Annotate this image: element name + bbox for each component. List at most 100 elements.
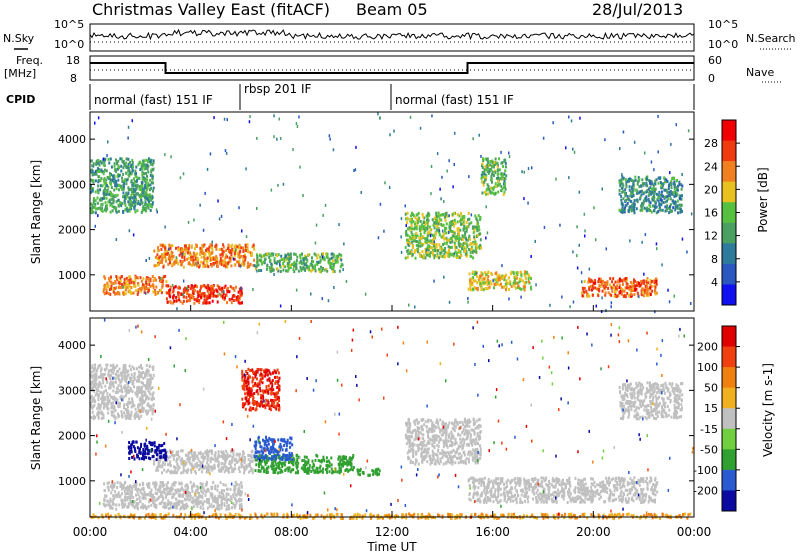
noise-cell — [195, 262, 197, 266]
noise-cell — [578, 190, 581, 194]
data-cell — [176, 471, 178, 475]
noise-cell — [333, 286, 335, 289]
data-cell — [470, 245, 473, 249]
data-cell — [333, 270, 336, 273]
data-cell — [229, 298, 232, 302]
data-cell — [480, 274, 483, 278]
data-cell — [258, 258, 261, 262]
data-cell — [152, 181, 154, 185]
data-cell — [96, 407, 99, 411]
data-cell — [125, 196, 128, 200]
data-cell — [618, 192, 621, 196]
data-cell — [631, 283, 634, 287]
data-cell — [129, 401, 132, 405]
data-cell — [147, 164, 150, 168]
data-cell — [211, 468, 214, 472]
data-cell — [225, 253, 227, 257]
data-cell — [326, 466, 329, 470]
data-cell — [163, 448, 166, 452]
data-cell — [140, 390, 143, 394]
data-cell — [479, 274, 481, 278]
data-cell — [230, 253, 233, 257]
data-cell — [503, 285, 506, 289]
data-cell — [625, 203, 628, 207]
data-cell — [444, 214, 447, 218]
data-cell — [208, 465, 210, 469]
data-cell — [130, 281, 133, 285]
cpid-segment-3: normal (fast) 151 IF — [395, 93, 514, 107]
data-cell — [137, 377, 140, 381]
data-cell — [151, 392, 154, 396]
data-cell — [436, 253, 439, 256]
data-cell — [649, 293, 652, 296]
data-cell — [416, 218, 419, 221]
noise-cell — [523, 197, 525, 201]
data-cell — [118, 282, 121, 286]
data-cell — [632, 189, 635, 192]
data-cell — [612, 286, 615, 290]
data-cell — [183, 290, 186, 294]
data-cell — [262, 438, 264, 442]
data-cell — [262, 447, 265, 451]
data-cell — [291, 263, 294, 266]
data-cell — [633, 284, 636, 288]
data-cell — [267, 465, 270, 469]
data-cell — [143, 455, 146, 459]
data-cell — [632, 187, 635, 191]
data-cell — [502, 164, 504, 168]
data-cell — [136, 391, 139, 395]
data-cell — [111, 205, 114, 209]
noise-cell — [470, 213, 473, 217]
data-cell — [119, 380, 122, 384]
data-cell — [465, 221, 468, 224]
data-cell — [312, 260, 315, 264]
data-cell — [421, 224, 423, 228]
data-cell — [142, 448, 145, 451]
data-cell — [171, 244, 174, 247]
data-cell — [618, 188, 621, 192]
data-cell — [118, 165, 120, 169]
data-cell — [106, 405, 109, 409]
data-cell — [110, 370, 113, 374]
data-cell — [211, 287, 214, 291]
data-cell — [418, 251, 421, 255]
data-cell — [429, 232, 432, 236]
data-cell — [465, 242, 468, 246]
data-cell — [207, 470, 210, 474]
data-cell — [412, 220, 415, 224]
data-cell — [238, 256, 241, 260]
data-cell — [91, 164, 94, 168]
data-cell — [148, 381, 150, 385]
noise-cell — [559, 223, 561, 227]
data-cell — [235, 457, 238, 461]
data-cell — [115, 184, 118, 188]
data-cell — [481, 191, 484, 195]
data-cell — [483, 180, 486, 184]
data-cell — [497, 278, 500, 282]
data-cell — [678, 207, 681, 211]
data-cell — [589, 278, 592, 282]
data-cell — [137, 388, 140, 392]
data-cell — [141, 194, 144, 198]
data-cell — [600, 282, 603, 286]
data-cell — [112, 381, 115, 385]
velocity-data-cells — [90, 318, 694, 520]
data-cell — [257, 263, 260, 267]
data-cell — [231, 243, 234, 247]
data-cell — [298, 455, 300, 459]
data-cell — [626, 283, 629, 286]
data-cell — [100, 410, 103, 414]
data-cell — [229, 259, 232, 263]
data-cell — [665, 208, 668, 212]
noise-cell — [414, 305, 416, 309]
data-cell — [514, 276, 517, 280]
data-cell — [219, 253, 222, 257]
data-cell — [460, 237, 463, 241]
data-cell — [101, 401, 103, 405]
noise-cell — [429, 234, 432, 238]
data-cell — [141, 173, 144, 177]
data-cell — [516, 273, 519, 277]
data-cell — [156, 257, 159, 260]
data-cell — [638, 281, 640, 285]
data-cell — [660, 184, 663, 188]
